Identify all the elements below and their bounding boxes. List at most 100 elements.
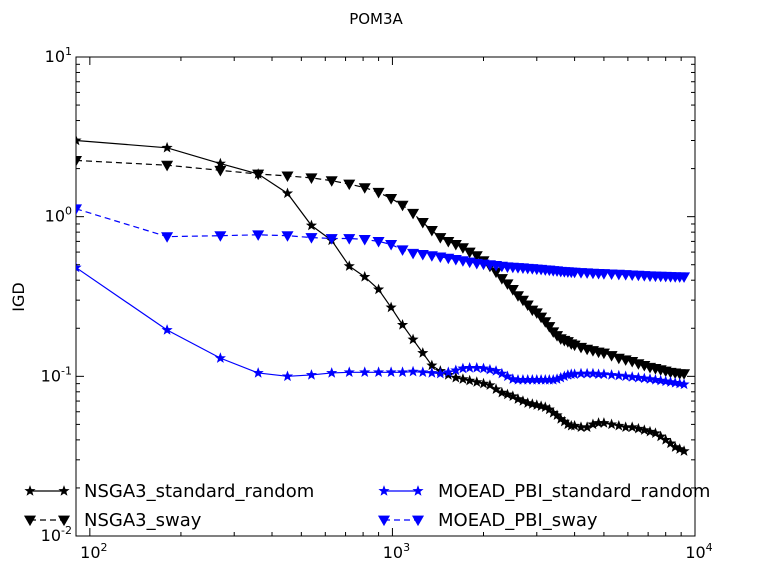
data-point: [587, 367, 599, 379]
data-point: [416, 250, 429, 261]
data-point: [543, 322, 556, 333]
y-tick-label: 101: [45, 45, 72, 66]
data-point: [358, 235, 371, 246]
data-point: [678, 378, 690, 390]
data-point: [613, 369, 625, 381]
data-point: [214, 165, 227, 177]
data-point: [359, 366, 371, 378]
data-point: [161, 324, 173, 335]
data-point: [372, 236, 385, 248]
data-point: [426, 367, 438, 378]
data-point: [620, 370, 632, 382]
data-point: [252, 230, 265, 241]
data-point: [325, 176, 338, 187]
legend-marker: [24, 485, 36, 496]
data-point: [281, 231, 294, 242]
data-point: [396, 366, 409, 378]
data-point: [281, 171, 294, 183]
x-tick-label: 104: [685, 541, 712, 562]
data-point: [471, 376, 483, 387]
data-point: [496, 386, 508, 398]
legend: NSGA3_standard_random NSGA3_sway MOEAD_PBI…: [23, 481, 710, 531]
legend-label: NSGA3_sway: [84, 510, 202, 531]
data-point: [678, 272, 691, 283]
legend-item: NSGA3_standard_random: [24, 481, 314, 502]
data-point: [450, 364, 462, 376]
data-point: [407, 248, 420, 260]
plot-area: [75, 56, 696, 537]
data-point: [385, 366, 397, 378]
data-point: [326, 367, 338, 378]
data-point: [214, 231, 227, 242]
data-point: [649, 427, 662, 439]
legend-label: MOEAD_PBI_sway: [438, 510, 598, 531]
data-point: [385, 240, 398, 251]
legend-marker: [23, 515, 37, 527]
data-point: [76, 261, 82, 273]
data-point: [507, 390, 519, 402]
data-point: [655, 374, 667, 386]
data-point: [606, 418, 618, 430]
data-point: [434, 367, 446, 379]
data-point: [626, 421, 638, 432]
data-point: [490, 383, 502, 394]
legend-label: NSGA3_standard_random: [84, 481, 314, 502]
data-point: [507, 373, 519, 384]
legend-item: NSGA3_sway: [23, 510, 202, 531]
data-point: [464, 374, 476, 386]
data-point: [512, 393, 524, 404]
data-point: [638, 424, 650, 435]
legend-marker: [57, 515, 71, 527]
data-point: [407, 333, 419, 345]
legend-marker: [412, 485, 424, 496]
data-point: [638, 372, 650, 384]
data-point: [252, 169, 265, 181]
data-point: [358, 183, 371, 194]
data-point: [214, 157, 226, 169]
data-point: [598, 417, 610, 428]
data-point: [425, 251, 438, 262]
data-point: [305, 173, 318, 184]
data-point: [252, 367, 264, 378]
data-point: [76, 156, 83, 167]
data-point: [325, 234, 338, 245]
data-point: [373, 366, 385, 378]
ticks-layer: 102 103 104 10-2 10-1 100 101: [41, 45, 713, 562]
y-axis-label: IGD: [9, 282, 28, 311]
data-point: [416, 218, 429, 229]
data-point: [669, 441, 681, 452]
data-point: [457, 373, 469, 384]
data-point: [490, 365, 502, 376]
legend-label: MOEAD_PBI_standard_random: [438, 481, 710, 502]
data-point: [396, 200, 409, 212]
y-tick-label: 100: [45, 205, 72, 226]
data-point: [678, 369, 691, 380]
series-layer: [76, 134, 691, 456]
series-MOEAD_PBI_standard_random: [76, 261, 690, 390]
data-point: [484, 379, 496, 390]
data-point: [161, 141, 173, 153]
data-point: [161, 160, 174, 172]
legend-marker: [378, 485, 390, 496]
chart-title: POM3A: [349, 10, 403, 28]
data-point: [343, 234, 356, 245]
legend-item: MOEAD_PBI_sway: [377, 510, 598, 531]
data-point: [501, 279, 514, 290]
series-MOEAD_PBI_sway: [76, 204, 691, 283]
data-point: [506, 285, 519, 296]
data-point: [161, 232, 174, 243]
data-point: [632, 371, 644, 383]
data-point: [450, 371, 462, 383]
data-point: [501, 388, 514, 400]
data-point: [385, 301, 397, 313]
data-point: [281, 370, 294, 382]
data-point: [495, 274, 508, 285]
data-point: [372, 187, 385, 199]
data-point: [281, 187, 294, 199]
data-point: [396, 319, 409, 330]
data-point: [417, 347, 429, 358]
data-point: [373, 283, 385, 295]
data-point: [477, 377, 490, 389]
data-point: [396, 245, 409, 256]
